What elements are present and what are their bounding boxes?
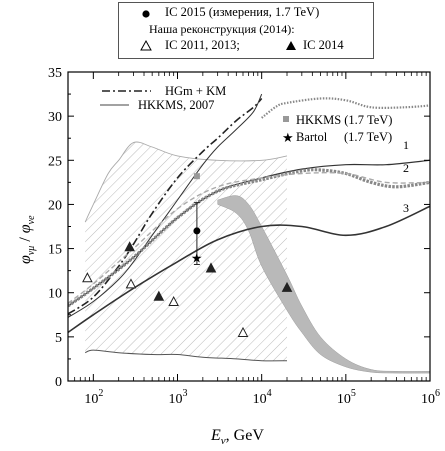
marker-bartol: ★	[191, 250, 203, 265]
marker-ic2011-2	[168, 295, 179, 307]
plot-area: ★	[68, 93, 430, 374]
legend-recon-header: Наша реконструкция (2014):	[149, 22, 295, 36]
top-legend-markers	[140, 10, 296, 51]
curve-label-1: 1	[403, 138, 409, 152]
series-thin-1	[68, 93, 263, 318]
y-tick-label-20: 20	[48, 198, 62, 213]
x-tick-label-4: 104	[253, 388, 272, 407]
marker-ic2011-1	[125, 278, 137, 289]
marker-ic2011-3	[237, 326, 249, 337]
marker-ic2015	[193, 227, 201, 235]
legend-ic2015-label: IC 2015 (измерения, 1.7 TeV)	[165, 5, 320, 19]
x-axis-label-symbol: E	[210, 427, 221, 444]
x-tick-label-6: 106	[421, 388, 440, 407]
band-upper-gray-line	[84, 141, 288, 223]
y-axis-label: φνμ / φνe	[17, 215, 37, 264]
band-lower-gray-line	[84, 349, 288, 362]
marker-ic2014-0	[124, 241, 135, 252]
curve-label-2: 2	[403, 161, 409, 175]
svg-text:φνμ / φνe: φνμ / φνe	[17, 215, 37, 264]
marker-ic2014-3	[281, 281, 293, 292]
y-tick-label-15: 15	[48, 243, 62, 258]
legend-label-bartol: Bartol	[296, 130, 328, 144]
legend-ic2011-marker	[140, 39, 152, 51]
series-solid-3-6	[68, 205, 430, 334]
curve-label-3: 3	[403, 201, 409, 215]
x-axis-label-unit: , GeV	[226, 427, 265, 444]
legend-ic2011-label: IC 2011, 2013;	[165, 38, 240, 52]
gray-band	[217, 195, 430, 374]
x-axis-label: Eν, GeV	[210, 427, 264, 447]
y-tick-label-35: 35	[48, 66, 62, 81]
inner-legend: HGm + KM HKKMS, 2007 HKKMS (1.7 TeV) ★ B…	[100, 84, 392, 145]
marker-layer: ★	[82, 173, 293, 337]
y-tick-label-10: 10	[48, 287, 62, 302]
legend-label-hkkms2007: HKKMS, 2007	[138, 98, 214, 112]
y-tick-label-0: 0	[55, 375, 62, 390]
x-tick-label-5: 105	[337, 388, 356, 407]
y-axis-label-symbol-num: φ	[17, 255, 34, 264]
y-tick-label-5: 5	[55, 331, 62, 346]
legend-ic2014-marker	[286, 41, 296, 50]
series-dashed-gray-5	[68, 172, 430, 304]
y-axis-label-sub-num: νμ	[26, 246, 37, 255]
legend-ic2014-label: IC 2014	[303, 38, 344, 52]
series-layer	[68, 93, 430, 334]
legend-label-bartol-energy: (1.7 TeV)	[344, 130, 392, 144]
marker-ic2014-1	[153, 290, 165, 301]
legend-swatch-bartol-star: ★	[282, 130, 294, 145]
y-axis-label-sub-den: νe	[26, 215, 37, 224]
y-axis-label-symbol-den: φ	[17, 224, 34, 233]
legend-label-hkkms-17: HKKMS (1.7 TeV)	[296, 113, 392, 127]
legend-swatch-hkkms-17	[283, 116, 289, 122]
top-legend-box: IC 2015 (измерения, 1.7 TeV) Наша реконс…	[118, 2, 374, 59]
x-tick-label-2: 102	[84, 388, 103, 407]
marker-hkkms-17	[193, 173, 200, 180]
x-tick-label-3: 103	[169, 388, 188, 407]
y-axis-label-slash: /	[17, 233, 34, 245]
y-tick-label-25: 25	[48, 154, 62, 169]
x-axis-label-subscript: ν	[221, 435, 226, 447]
legend-ic2015-marker	[142, 10, 150, 18]
marker-ic2014-2	[205, 262, 217, 273]
tick-layer: 0 5 10 15 20 25 30 35 102 103 104 105 106	[48, 66, 440, 407]
legend-label-hgm-km: HGm + KM	[165, 84, 226, 98]
marker-ic2011-0	[82, 272, 93, 283]
y-tick-label-30: 30	[48, 110, 62, 125]
